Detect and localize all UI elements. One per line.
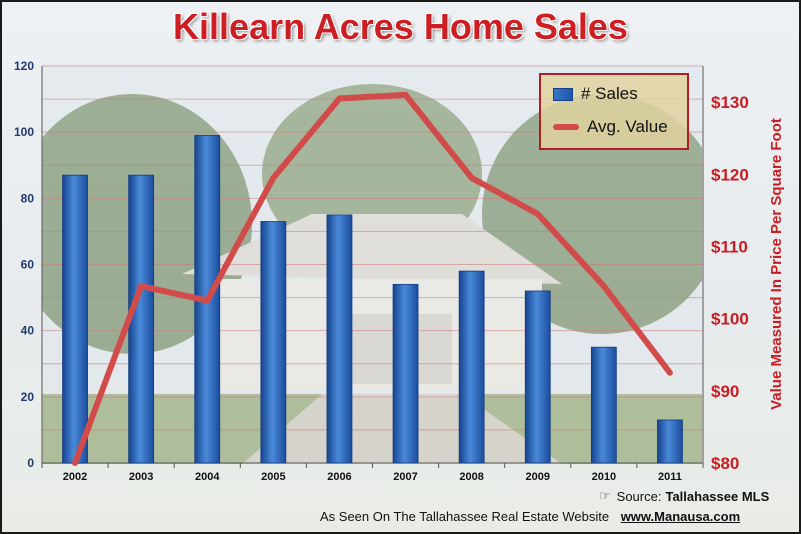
- source-note: ☞ Source: Tallahassee MLS: [599, 488, 769, 504]
- x-tick-label: 2002: [63, 471, 87, 483]
- line-point-2008: [471, 177, 473, 179]
- line-point-2010: [603, 285, 605, 287]
- line-point-2005: [272, 177, 274, 179]
- y-left-tick-label: 40: [21, 324, 35, 338]
- pointing-hand-icon: ☞: [599, 488, 611, 503]
- chart-title: Killearn Acres Home Sales: [173, 6, 628, 47]
- y-right-tick-label: $130: [711, 93, 749, 112]
- avg-value-line: [72, 91, 673, 466]
- bar-2003: [128, 174, 155, 464]
- x-tick-label: 2007: [393, 471, 417, 483]
- y-right-tick-label: $80: [711, 454, 739, 473]
- footer: As Seen On The Tallahassee Real Estate W…: [320, 509, 740, 524]
- bar-2002: [62, 174, 88, 464]
- line-point-2011: [669, 372, 671, 374]
- legend: # Sales Avg. Value: [539, 73, 689, 150]
- bar-2005: [260, 221, 287, 464]
- legend-label-sales: # Sales: [581, 84, 638, 103]
- legend-item-value: Avg. Value: [553, 117, 668, 137]
- y-right-axis-label: Value Measured In Price Per Square Foot: [768, 118, 785, 410]
- bar-2011: [657, 419, 683, 464]
- x-tick-label: 2008: [459, 471, 483, 483]
- line-point-2004: [206, 300, 208, 302]
- source-name: Tallahassee MLS: [665, 488, 770, 504]
- x-tick-label: 2004: [195, 471, 220, 483]
- bar-2008: [458, 270, 485, 464]
- legend-label-value: Avg. Value: [587, 117, 668, 136]
- y-left-tick-label: 60: [21, 258, 35, 272]
- bar-2006: [326, 214, 353, 464]
- line-point-2006: [338, 97, 340, 99]
- line-point-2007: [405, 94, 407, 96]
- y-right-tick-label: $120: [711, 165, 749, 184]
- y-right-tick-label: $110: [711, 237, 748, 256]
- y-left-tick-label: 20: [21, 390, 35, 404]
- y-right-tick-label: $100: [711, 310, 749, 329]
- footer-site-link[interactable]: www.Manausa.com: [620, 509, 741, 524]
- y-right-ticks: $80 $90 $100 $110 $120 $130: [711, 93, 749, 473]
- y-left-ticks: 0 20 40 60 80 100 120: [14, 59, 34, 470]
- x-tick-label: 2006: [327, 471, 351, 483]
- x-tick-label: 2010: [592, 471, 616, 483]
- bar-2009: [524, 290, 551, 464]
- x-tick-label: 2003: [129, 471, 153, 483]
- y-left-tick-label: 80: [21, 191, 35, 205]
- bar-2010: [590, 346, 617, 464]
- x-tick-label: 2009: [526, 471, 550, 483]
- bar-series: [62, 135, 683, 464]
- y-right-tick-label: $90: [711, 382, 739, 401]
- x-tick-label: 2011: [658, 471, 682, 483]
- y-left-tick-label: 0: [27, 456, 34, 470]
- bar-2007: [392, 283, 419, 464]
- line-series: [72, 91, 673, 466]
- legend-item-sales: # Sales: [553, 84, 638, 104]
- y-left-tick-label: 100: [14, 125, 34, 139]
- legend-swatch-line: [553, 124, 579, 130]
- footer-text: As Seen On The Tallahassee Real Estate W…: [320, 509, 610, 524]
- line-point-2002: [74, 462, 76, 464]
- source-label: Source:: [616, 488, 662, 504]
- x-tick-label: 2005: [261, 471, 285, 483]
- legend-swatch-bar: [553, 87, 573, 101]
- x-ticks: 2002 2003 2004 2005 2006 2007 2008 2009 2010 2011: [63, 471, 682, 483]
- line-point-2003: [140, 285, 142, 287]
- y-left-tick-label: 120: [14, 59, 34, 73]
- line-point-2009: [537, 213, 539, 215]
